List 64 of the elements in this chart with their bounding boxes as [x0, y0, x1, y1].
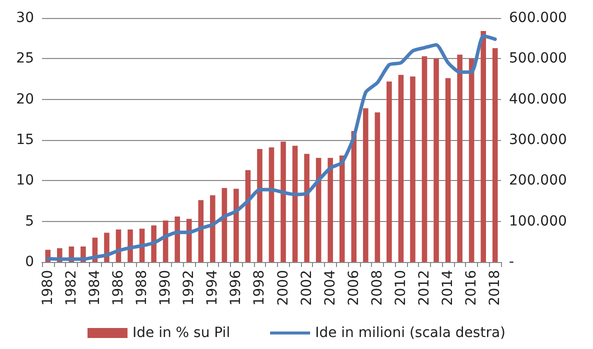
- bar: [468, 58, 474, 262]
- bar: [422, 56, 428, 262]
- x-tick-label: 1992: [181, 270, 198, 306]
- y2-tick-label: 100.000: [509, 213, 567, 230]
- y2-tick-label: 600.000: [509, 10, 567, 26]
- x-tick-label: 2014: [440, 270, 456, 306]
- x-tick-label: 2000: [275, 270, 292, 306]
- x-tick-label: 2016: [464, 270, 480, 306]
- y-tick-label: 10: [16, 172, 34, 189]
- bar: [457, 54, 462, 262]
- x-tick-label: 2012: [416, 270, 432, 306]
- bar: [339, 155, 345, 262]
- bar: [374, 112, 380, 262]
- y2-tick-label: -: [509, 254, 514, 270]
- x-tick-label: 2018: [487, 270, 504, 306]
- bar: [292, 146, 298, 262]
- x-tick-label: 2008: [369, 270, 386, 306]
- y2-tick-label: 500.000: [509, 50, 567, 67]
- bar: [210, 195, 216, 262]
- x-tick-label: 1988: [134, 270, 150, 306]
- y-tick-label: 15: [16, 132, 34, 148]
- bar: [174, 216, 180, 262]
- bar: [304, 154, 310, 262]
- x-tick-label: 1998: [252, 270, 268, 306]
- x-tick-label: 1996: [228, 270, 244, 306]
- y2-tick-label: 300.000: [509, 132, 567, 148]
- bar: [398, 74, 404, 262]
- x-tick-label: 1984: [86, 270, 103, 306]
- legend-label: Ide in % su Pil: [132, 325, 230, 341]
- x-tick-label: 2006: [346, 270, 362, 306]
- x-tick-label: 1980: [40, 270, 56, 306]
- bar: [480, 31, 486, 262]
- bar: [410, 76, 416, 262]
- x-tick-label: 2010: [392, 270, 409, 306]
- y-tick-label: 20: [16, 91, 34, 108]
- bar: [151, 225, 156, 262]
- y-tick-label: 25: [16, 50, 34, 67]
- bar: [280, 142, 286, 262]
- bar: [434, 58, 439, 262]
- legend-label: Ide in milioni (scala destra): [315, 325, 506, 341]
- bar: [492, 48, 498, 262]
- bar: [186, 218, 192, 262]
- bar: [445, 78, 451, 262]
- bar: [234, 188, 239, 262]
- bar: [386, 81, 392, 262]
- bar: [257, 148, 262, 262]
- x-tick-label: 1994: [204, 270, 221, 306]
- y2-tick-label: 200.000: [509, 172, 567, 189]
- x-tick-label: 2002: [298, 270, 315, 306]
- x-tick-label: 1982: [63, 270, 80, 306]
- bar: [328, 158, 333, 262]
- bar: [363, 108, 368, 262]
- y2-tick-label: 400.000: [509, 91, 567, 108]
- y-tick-label: 5: [25, 213, 34, 230]
- line-series: [46, 34, 497, 261]
- bar: [351, 131, 357, 262]
- y-tick-label: 0: [25, 254, 34, 270]
- x-tick-label: 2004: [322, 270, 338, 306]
- bar: [316, 158, 322, 262]
- y-tick-label: 30: [16, 10, 34, 26]
- bar: [198, 200, 204, 262]
- x-tick-label: 1986: [110, 270, 126, 306]
- x-tick-label: 1990: [158, 270, 174, 306]
- bar: [268, 147, 274, 262]
